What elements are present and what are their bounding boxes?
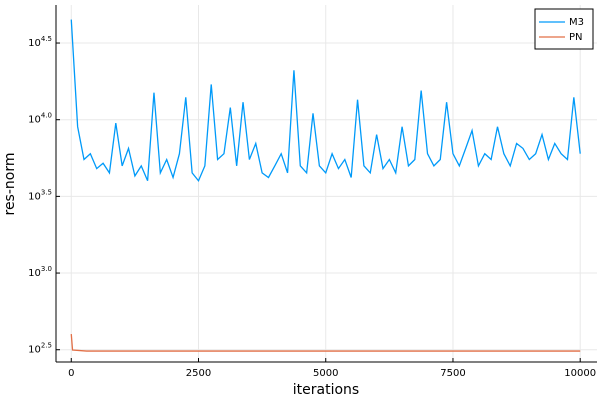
y-tick-label: 103.5 [28,188,52,202]
y-tick-label: 102.5 [28,342,52,356]
x-tick-label: 0 [68,368,74,379]
y-axis-label: res-norm [2,153,18,216]
x-tick-label: 7500 [440,368,465,379]
y-tick-label: 104.0 [28,112,52,126]
y-tick-label: 103.0 [28,265,52,279]
line-series [70,19,581,182]
x-tick-label: 2500 [186,368,211,379]
y-tick-label: 104.5 [28,35,52,49]
legend-box [534,8,594,50]
legend-label: PN [569,32,583,43]
x-tick-label: 5000 [313,368,338,379]
line-series [70,334,581,352]
legend-label: M3 [569,17,584,28]
x-tick-label: 10000 [564,368,596,379]
x-axis-label: iterations [293,382,359,398]
